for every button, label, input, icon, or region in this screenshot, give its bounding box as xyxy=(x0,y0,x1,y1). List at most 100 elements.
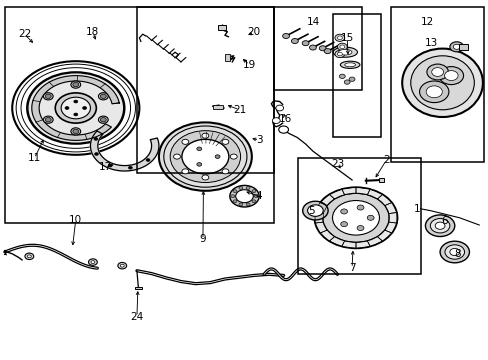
Circle shape xyxy=(429,219,449,233)
Circle shape xyxy=(344,80,349,84)
Circle shape xyxy=(235,190,253,203)
Circle shape xyxy=(71,81,81,88)
Circle shape xyxy=(337,52,342,56)
Circle shape xyxy=(182,169,188,174)
Circle shape xyxy=(73,129,79,134)
Circle shape xyxy=(45,94,51,99)
Bar xyxy=(332,14,381,137)
Text: 6: 6 xyxy=(441,216,447,226)
Circle shape xyxy=(426,86,441,98)
Circle shape xyxy=(275,105,283,111)
Bar xyxy=(378,178,383,182)
Circle shape xyxy=(324,49,330,54)
Text: 20: 20 xyxy=(247,27,260,37)
Circle shape xyxy=(74,100,78,103)
Circle shape xyxy=(118,262,126,269)
Circle shape xyxy=(449,42,463,52)
Circle shape xyxy=(65,107,69,109)
Bar xyxy=(137,7,273,173)
Circle shape xyxy=(27,255,31,258)
Bar xyxy=(224,54,229,61)
Circle shape xyxy=(120,264,124,267)
Circle shape xyxy=(452,44,459,49)
Text: 14: 14 xyxy=(305,17,319,27)
Circle shape xyxy=(449,248,459,256)
Circle shape xyxy=(245,203,249,206)
Circle shape xyxy=(25,253,34,260)
Text: 1: 1 xyxy=(413,204,420,214)
Circle shape xyxy=(348,77,354,81)
Circle shape xyxy=(196,147,201,150)
Circle shape xyxy=(196,163,201,166)
Circle shape xyxy=(28,73,123,143)
Circle shape xyxy=(366,215,373,220)
Circle shape xyxy=(426,64,447,80)
Ellipse shape xyxy=(410,56,473,110)
Circle shape xyxy=(88,259,97,265)
Circle shape xyxy=(108,164,112,167)
Circle shape xyxy=(340,209,347,214)
Text: 4: 4 xyxy=(255,191,262,201)
Text: 3: 3 xyxy=(255,135,262,145)
Circle shape xyxy=(71,128,81,135)
Circle shape xyxy=(251,190,255,193)
Circle shape xyxy=(334,50,344,58)
Text: 22: 22 xyxy=(18,29,31,39)
Circle shape xyxy=(419,81,448,103)
Circle shape xyxy=(438,67,463,85)
Text: 17: 17 xyxy=(98,162,112,172)
Text: 11: 11 xyxy=(27,153,41,163)
Circle shape xyxy=(319,46,325,51)
Circle shape xyxy=(100,94,106,99)
Bar xyxy=(5,7,273,223)
Circle shape xyxy=(245,186,249,189)
Circle shape xyxy=(222,169,228,174)
Circle shape xyxy=(356,226,363,231)
Circle shape xyxy=(173,154,180,159)
Circle shape xyxy=(309,45,316,50)
Text: 16: 16 xyxy=(278,114,292,124)
Circle shape xyxy=(229,185,259,207)
Text: 12: 12 xyxy=(420,17,434,27)
Text: 5: 5 xyxy=(308,206,315,216)
Circle shape xyxy=(82,107,86,109)
Circle shape xyxy=(43,116,53,123)
Circle shape xyxy=(239,186,243,189)
Bar xyxy=(212,105,223,109)
Circle shape xyxy=(431,68,443,76)
Circle shape xyxy=(272,118,280,123)
Text: 21: 21 xyxy=(232,105,246,115)
Text: 7: 7 xyxy=(348,263,355,273)
Text: 24: 24 xyxy=(130,312,143,322)
Polygon shape xyxy=(90,131,159,171)
Circle shape xyxy=(55,93,96,123)
Circle shape xyxy=(98,116,108,123)
Text: 2: 2 xyxy=(382,155,389,165)
Circle shape xyxy=(43,93,53,100)
Ellipse shape xyxy=(340,61,359,68)
Circle shape xyxy=(339,74,345,78)
Circle shape xyxy=(444,71,457,81)
Circle shape xyxy=(340,222,347,227)
Circle shape xyxy=(434,222,444,229)
Circle shape xyxy=(302,201,327,220)
Text: 8: 8 xyxy=(453,249,460,259)
Circle shape xyxy=(233,190,237,193)
Circle shape xyxy=(61,97,90,119)
Text: 18: 18 xyxy=(86,27,100,37)
Circle shape xyxy=(282,33,289,39)
Circle shape xyxy=(254,195,258,198)
Circle shape xyxy=(337,36,342,40)
Circle shape xyxy=(91,261,95,264)
Circle shape xyxy=(222,139,228,144)
Circle shape xyxy=(239,203,243,206)
Circle shape xyxy=(356,205,363,210)
Circle shape xyxy=(251,200,255,203)
Circle shape xyxy=(444,245,464,259)
Circle shape xyxy=(100,117,106,122)
Circle shape xyxy=(233,200,237,203)
Circle shape xyxy=(94,138,98,140)
Text: 23: 23 xyxy=(330,159,344,169)
Ellipse shape xyxy=(401,49,482,117)
Circle shape xyxy=(425,215,454,237)
